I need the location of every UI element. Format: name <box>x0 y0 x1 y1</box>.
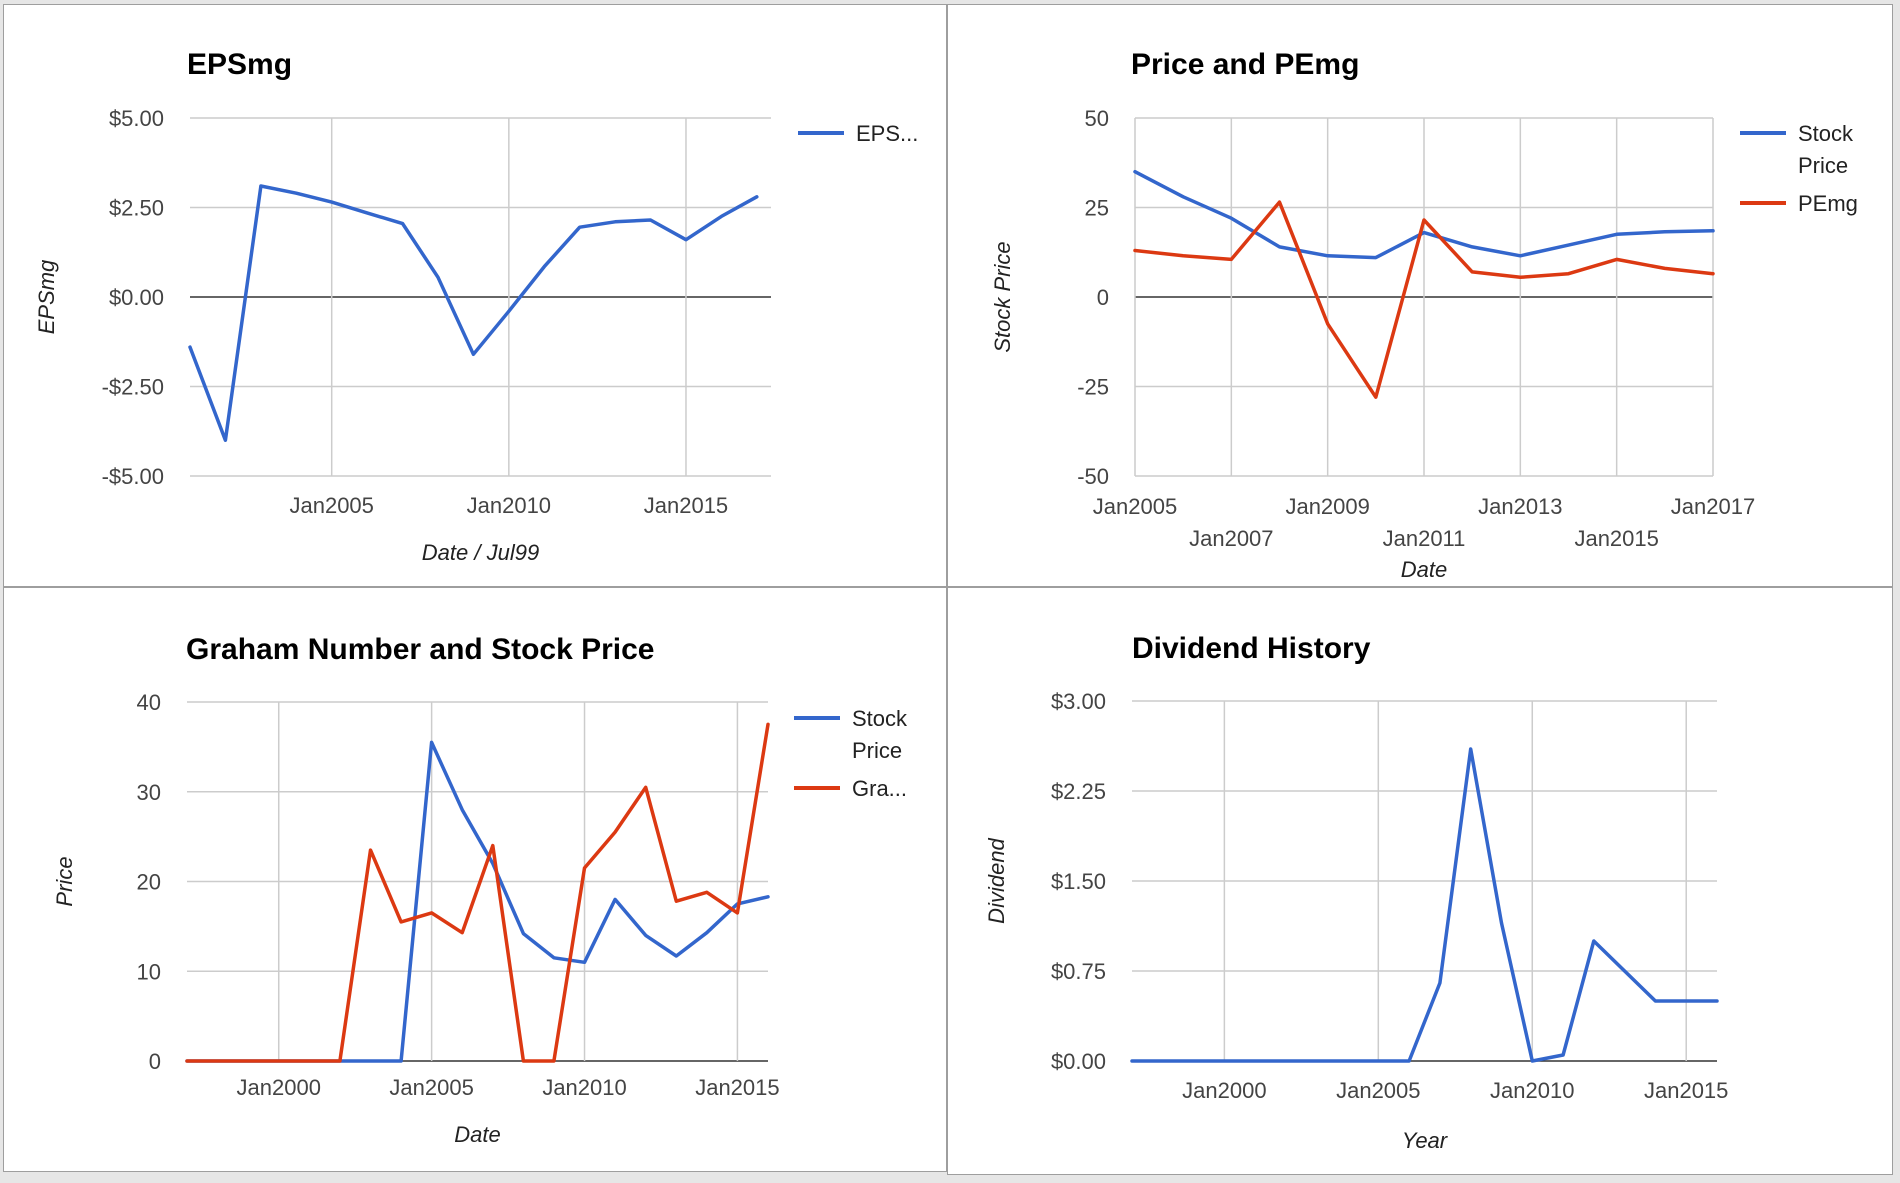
chart-title: Price and PEmg <box>1131 48 1359 81</box>
series-line-stock-price <box>1133 169 1715 260</box>
y-axis-label: Dividend <box>984 837 1009 923</box>
y-axis-label: EPSmg <box>34 259 59 334</box>
y-tick-label: $0.00 <box>1051 1049 1106 1074</box>
y-tick-label: 40 <box>137 690 161 715</box>
x-tick-label: Jan2015 <box>1644 1078 1728 1103</box>
x-tick-label: Jan2000 <box>1182 1078 1266 1103</box>
chart-svg: Dividend History $3.00 $2.25 $1.50 $0.75 $0.0… <box>984 632 1728 1153</box>
y-tick-label: -$5.00 <box>102 464 164 489</box>
y-tick-label: $1.50 <box>1051 869 1106 894</box>
legend-label[interactable]: Gra... <box>852 776 907 801</box>
legend-label-line: PEmg <box>1798 191 1858 216</box>
x-tick-label: Jan2005 <box>289 493 373 518</box>
x-axis-label: Date <box>1401 557 1447 582</box>
y-tick-label: $0.75 <box>1051 959 1106 984</box>
chart-panel-epsmg[interactable]: EPSmg $5.00 $2.50 $0.00 -$2.50 -$5.00 Jan2005 J… <box>3 4 947 587</box>
chart-title: Dividend History <box>1132 632 1371 665</box>
x-tick-label: Jan2015 <box>1574 526 1658 551</box>
series-line-stock-price <box>185 740 770 1063</box>
legend-label-line: EPS... <box>856 121 918 146</box>
y-tick-label: -50 <box>1077 464 1109 489</box>
y-tick-label: $2.25 <box>1051 779 1106 804</box>
x-tick-label: Jan2010 <box>1490 1078 1574 1103</box>
y-tick-label: 50 <box>1085 106 1109 131</box>
legend-label-line: Price <box>1798 153 1848 178</box>
legend-label-line: Stock <box>1798 121 1854 146</box>
chart-svg: Price and PEmg 50 25 0 -25 -50 Jan2005 Jan2007 J… <box>990 48 1858 582</box>
x-tick-label: Jan2005 <box>1093 494 1177 519</box>
chart-svg: Graham Number and Stock Price 40 30 20 10 0 Ja… <box>52 633 908 1147</box>
y-tick-label: $5.00 <box>109 106 164 131</box>
x-tick-label: Jan2013 <box>1478 494 1562 519</box>
x-tick-label: Jan2010 <box>542 1075 626 1100</box>
x-tick-label: Jan2007 <box>1189 526 1273 551</box>
y-tick-label: $3.00 <box>1051 689 1106 714</box>
chart-panel-dividend-history[interactable]: Dividend History $3.00 $2.25 $1.50 $0.75 $0.0… <box>947 587 1893 1175</box>
series-line-eps <box>188 184 759 442</box>
y-tick-label: 0 <box>1097 285 1109 310</box>
x-axis-label: Date / Jul99 <box>422 540 539 565</box>
legend-label[interactable]: Stock Price <box>1798 121 1854 178</box>
legend-label-line: Price <box>852 738 902 763</box>
x-tick-label: Jan2015 <box>644 493 728 518</box>
y-tick-label: 25 <box>1085 196 1109 221</box>
x-tick-label: Jan2009 <box>1285 494 1369 519</box>
y-tick-label: 30 <box>137 780 161 805</box>
x-tick-label: Jan2005 <box>389 1075 473 1100</box>
y-axis-label: Price <box>52 856 77 906</box>
x-tick-label: Jan2000 <box>237 1075 321 1100</box>
legend-label-line: Gra... <box>852 776 907 801</box>
legend-label[interactable]: PEmg <box>1798 191 1858 216</box>
y-tick-label: 20 <box>137 870 161 895</box>
legend-label-line: Stock <box>852 706 908 731</box>
legend-label[interactable]: EPS... <box>856 121 918 146</box>
chart-title: Graham Number and Stock Price <box>186 633 655 666</box>
chart-panel-price-pemg[interactable]: Price and PEmg 50 25 0 -25 -50 Jan2005 Jan2007 J… <box>947 4 1893 587</box>
x-axis-label: Year <box>1402 1128 1449 1153</box>
legend-label[interactable]: Stock Price <box>852 706 908 763</box>
x-tick-label: Jan2005 <box>1336 1078 1420 1103</box>
y-tick-label: $0.00 <box>109 285 164 310</box>
x-tick-label: Jan2011 <box>1383 526 1466 551</box>
y-tick-label: -$2.50 <box>102 375 164 400</box>
chart-title: EPSmg <box>187 48 292 81</box>
y-tick-label: 0 <box>149 1049 161 1074</box>
y-tick-label: 10 <box>137 959 161 984</box>
y-tick-label: $2.50 <box>109 196 164 221</box>
series-line-pemg <box>1133 200 1715 399</box>
x-tick-label: Jan2017 <box>1671 494 1755 519</box>
chart-panel-graham-number[interactable]: Graham Number and Stock Price 40 30 20 10 0 Ja… <box>3 587 947 1172</box>
y-tick-label: -25 <box>1077 375 1109 400</box>
chart-svg: EPSmg $5.00 $2.50 $0.00 -$2.50 -$5.00 Jan2005 J… <box>34 48 918 565</box>
series-line-gra <box>185 722 770 1063</box>
y-axis-label: Stock Price <box>990 241 1015 352</box>
x-tick-label: Jan2015 <box>695 1075 779 1100</box>
series-line-dividend <box>1130 747 1719 1063</box>
x-axis-label: Date <box>454 1122 500 1147</box>
x-tick-label: Jan2010 <box>467 493 551 518</box>
